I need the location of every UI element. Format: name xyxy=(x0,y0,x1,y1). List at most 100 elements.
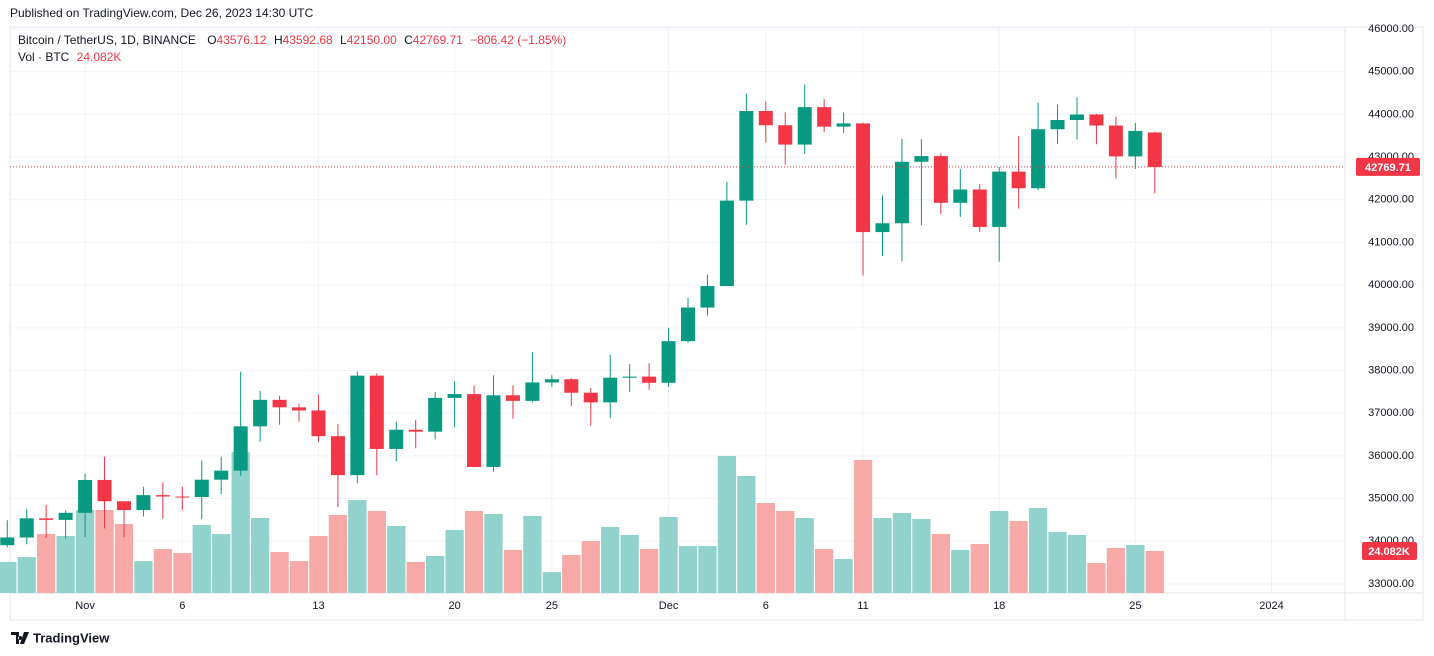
volume-bar xyxy=(1126,545,1145,593)
candle-body xyxy=(369,375,384,449)
volume-bar xyxy=(951,549,970,593)
candle-body xyxy=(992,171,1007,227)
volume-box xyxy=(1362,541,1417,560)
symbol-title: Bitcoin / TetherUS, 1D, BINANCE xyxy=(18,33,196,47)
volume-bar xyxy=(0,561,17,593)
volume-bar xyxy=(270,552,289,593)
volume-bar xyxy=(37,534,56,593)
x-tick-label: Nov xyxy=(75,600,95,612)
volume-bar xyxy=(212,534,231,593)
volume-bar xyxy=(931,534,950,593)
y-tick-label: 45000.00 xyxy=(1368,66,1414,78)
volume-bar xyxy=(231,452,250,593)
candle-body xyxy=(330,436,345,476)
candle-body xyxy=(1011,171,1026,189)
volume-bar xyxy=(873,517,892,593)
volume-bar xyxy=(1028,508,1048,593)
candle-body xyxy=(467,394,482,467)
volume-legend: Vol · BTC 24.082K xyxy=(18,50,121,64)
candle-body xyxy=(739,110,754,201)
grid xyxy=(10,27,1345,593)
volume-bar xyxy=(1087,562,1106,593)
candle-body xyxy=(836,123,851,127)
candle-body xyxy=(136,495,151,511)
candle-body xyxy=(214,470,229,480)
brand-logo: TradingView xyxy=(11,630,110,645)
y-tick-label: 42000.00 xyxy=(1368,194,1414,206)
volume-bar xyxy=(328,515,348,593)
volume-bar xyxy=(698,546,717,593)
y-tick-label: 35000.00 xyxy=(1368,493,1414,505)
volume-bar xyxy=(1048,531,1067,593)
volume-value: 24.082K xyxy=(77,50,122,64)
volume-title: Vol · BTC xyxy=(18,50,70,64)
candle-body xyxy=(661,341,676,383)
volume-bar xyxy=(406,561,425,593)
y-tick-label: 46000.00 xyxy=(1368,23,1414,35)
candle-body xyxy=(39,518,54,520)
legend-key: C xyxy=(404,33,413,47)
candle-body xyxy=(700,286,715,308)
volume-bar xyxy=(737,475,756,593)
volume-bar xyxy=(309,535,328,593)
volume-bar xyxy=(601,527,620,593)
candle-body xyxy=(642,376,657,383)
logo-icon xyxy=(11,632,29,644)
volume-bar xyxy=(756,502,775,593)
candle-body xyxy=(253,399,268,427)
volume-bar xyxy=(620,534,639,593)
frame xyxy=(9,26,1424,621)
x-tick-label: 6 xyxy=(179,600,185,612)
candle-body xyxy=(350,375,365,476)
volume-bar xyxy=(523,515,542,593)
candle-body xyxy=(428,397,443,432)
candle-body xyxy=(389,429,404,449)
candle-body xyxy=(603,377,618,403)
candle-body xyxy=(953,189,968,203)
legend-key: O xyxy=(207,33,216,47)
volume-bar xyxy=(134,561,153,593)
candle-body xyxy=(681,307,696,342)
volume-bar xyxy=(173,553,192,593)
candle-body xyxy=(233,426,248,471)
volume-bar xyxy=(912,519,931,593)
published-note: Published on TradingView.com, Dec 26, 20… xyxy=(10,6,314,20)
x-tick-label: 6 xyxy=(763,600,769,612)
candle-body xyxy=(856,123,871,233)
candle-body xyxy=(194,479,209,498)
x-tick-label: 11 xyxy=(857,600,868,612)
volume-bar xyxy=(639,549,659,593)
volume-axis-label: 24.082K xyxy=(1368,546,1410,558)
volume-bar xyxy=(367,511,386,593)
candle-body xyxy=(1069,114,1084,120)
volume-bar xyxy=(678,546,698,593)
y-tick-label: 41000.00 xyxy=(1368,236,1414,248)
legend-key: L xyxy=(340,33,347,47)
candle-body xyxy=(1050,119,1065,130)
legend-key: H xyxy=(274,33,283,47)
volume-bar xyxy=(387,526,406,593)
legend-value: 43592.68 xyxy=(283,33,333,47)
candle-body xyxy=(894,161,909,224)
candles xyxy=(0,84,1162,548)
volume-bar xyxy=(1145,550,1164,593)
volume-bar xyxy=(581,541,600,593)
volume-bar xyxy=(562,554,581,593)
candle-body xyxy=(486,395,501,467)
candle-body xyxy=(564,379,579,393)
volume-bar xyxy=(892,512,912,593)
volume-bar xyxy=(484,513,503,593)
volume-bar xyxy=(75,509,95,593)
candle-body xyxy=(1128,130,1143,157)
x-tick-label: 20 xyxy=(448,600,460,612)
volume-bar xyxy=(776,511,795,593)
legend-value: 42150.00 xyxy=(347,33,397,47)
volume-bar xyxy=(250,517,270,593)
candle-body xyxy=(817,107,832,127)
x-tick-label: Dec xyxy=(659,600,679,612)
volume-bar xyxy=(815,549,834,593)
volume-bar xyxy=(348,500,367,593)
legend-change: −806.42 (−1.85%) xyxy=(470,33,566,47)
candle-body xyxy=(447,394,462,398)
volume-bar xyxy=(1106,547,1126,593)
